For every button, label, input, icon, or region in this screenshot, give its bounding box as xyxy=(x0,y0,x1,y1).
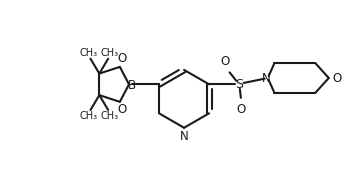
Text: N: N xyxy=(180,130,188,143)
Text: O: O xyxy=(117,53,126,66)
Text: CH₃: CH₃ xyxy=(101,48,119,58)
Text: N: N xyxy=(262,71,271,84)
Text: S: S xyxy=(235,78,243,91)
Text: O: O xyxy=(221,55,230,68)
Text: CH₃: CH₃ xyxy=(80,111,98,121)
Text: O: O xyxy=(332,71,342,84)
Text: CH₃: CH₃ xyxy=(80,48,98,58)
Text: O: O xyxy=(236,103,246,116)
Text: B: B xyxy=(128,79,136,92)
Text: CH₃: CH₃ xyxy=(101,111,119,121)
Text: O: O xyxy=(117,103,126,116)
